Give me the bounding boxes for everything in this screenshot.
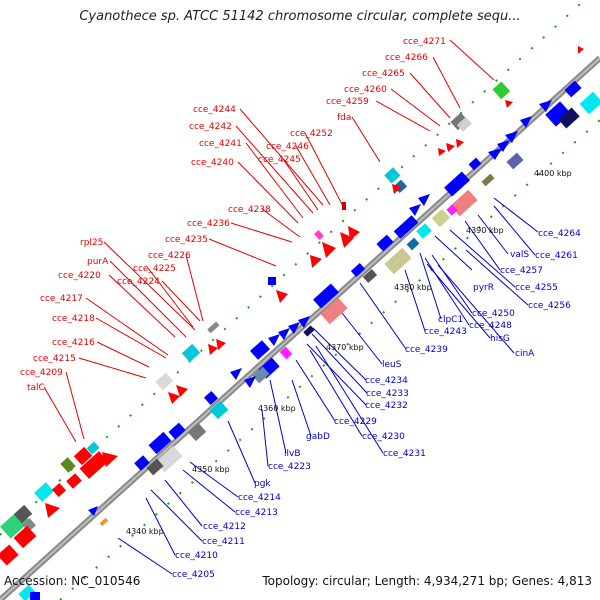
gene-label[interactable]: pyrR [473,283,494,293]
gene-label[interactable]: cce_4236 [187,219,230,229]
gene-label[interactable]: valS [510,250,529,260]
gene-label[interactable]: cce_4250 [472,309,515,319]
forward-strand-features [0,46,584,566]
gene-label[interactable]: cce_4243 [424,327,467,337]
gene-label[interactable]: cce_4209 [20,368,63,378]
gene-label[interactable]: fda [337,113,351,123]
gene-label[interactable]: cce_4212 [203,522,246,532]
gene-label[interactable]: cce_4224 [117,277,160,287]
kbp-label: 4390 kbp [466,226,504,235]
gene-label[interactable]: cce_4229 [334,417,377,427]
gene-label[interactable]: cce_4260 [344,85,387,95]
gene-label[interactable]: cce_4234 [365,376,408,386]
kbp-label: 4400 kbp [534,169,572,178]
gene-label[interactable]: cce_4211 [202,537,245,547]
map-title: Cyanothece sp. ATCC 51142 chromosome cir… [79,9,521,24]
gene-label[interactable]: cce_4235 [165,235,208,245]
gene-label[interactable]: rpl25 [80,238,103,248]
gene-label[interactable]: leuS [382,360,402,370]
gene-label[interactable]: cce_4255 [515,283,558,293]
gene-label[interactable]: cce_4210 [175,551,218,561]
gene-label[interactable]: cce_4205 [172,570,215,580]
gene-label[interactable]: cce_4257 [500,266,543,276]
gene-label[interactable]: cce_4245 [258,155,301,165]
gene-label[interactable]: cce_4271 [403,37,446,47]
reverse-leader-lines [117,197,539,575]
gene-label[interactable]: cce_4231 [383,449,426,459]
gene-label[interactable]: cce_4213 [235,508,278,518]
accession-text: Accession: NC_010546 [4,574,141,588]
gene-label[interactable]: cce_4230 [362,432,405,442]
gene-label[interactable]: cce_4256 [528,301,571,311]
gene-label[interactable]: purA [87,257,109,267]
gene-label[interactable]: cce_4248 [469,321,512,331]
gene-label[interactable]: cce_4218 [52,314,95,324]
gene-label[interactable]: ilvB [284,449,301,459]
gene-label[interactable]: hisG [490,334,510,344]
gene-label[interactable]: cce_4266 [385,53,428,63]
reverse-gene-labels: cce_4264 cce_4261 valS cce_4257 cce_4255… [172,229,581,580]
kbp-label: 4360 kbp [258,404,296,413]
gene-label[interactable]: cce_4244 [193,105,236,115]
gene-label[interactable]: cce_4225 [133,264,176,274]
gene-label[interactable]: cce_4216 [52,338,95,348]
gene-label[interactable]: cce_4239 [405,345,448,355]
reverse-strand-features [18,80,600,600]
gene-label[interactable]: cce_4261 [535,251,578,261]
gene-label[interactable]: cce_4264 [538,229,581,239]
gene-label[interactable]: cce_4214 [238,493,281,503]
gene-label[interactable]: cce_4265 [362,69,405,79]
gene-label[interactable]: cce_4215 [33,354,76,364]
gene-label[interactable]: cinA [515,349,535,359]
gene-label[interactable]: talC [27,383,45,393]
kbp-label: 4370 kbp [326,343,364,352]
kbp-label: 4340 kbp [126,527,164,536]
gene-label[interactable]: gabD [306,432,330,442]
gene-label[interactable]: cce_4223 [268,462,311,472]
gene-label[interactable]: clpC1 [438,315,463,325]
gene-label[interactable]: cce_4259 [326,97,369,107]
gene-label[interactable]: cce_4240 [191,158,234,168]
gene-label[interactable]: cce_4226 [148,251,191,261]
gene-label[interactable]: cce_4241 [199,139,242,149]
gene-label[interactable]: cce_4238 [228,205,271,215]
gene-label[interactable]: cce_4252 [290,129,333,139]
genome-info-text: Topology: circular; Length: 4,934,271 bp… [262,574,592,588]
gene-label[interactable]: cce_4246 [266,142,309,152]
forward-gene-labels: cce_4271 cce_4266 cce_4265 cce_4260 cce_… [20,37,446,393]
kbp-label: 4350 kbp [192,465,230,474]
gene-label[interactable]: pgk [254,479,271,489]
gene-label[interactable]: cce_4242 [189,122,232,132]
kbp-label: 4380 kbp [394,283,432,292]
gene-label[interactable]: cce_4232 [365,401,408,411]
kbp-scale: 4340 kbp 4350 kbp 4360 kbp 4370 kbp 4380… [126,169,572,536]
gene-label[interactable]: cce_4233 [366,389,409,399]
gene-label[interactable]: cce_4220 [58,271,101,281]
gene-label[interactable]: cce_4217 [40,294,83,304]
forward-leader-lines [43,39,495,443]
